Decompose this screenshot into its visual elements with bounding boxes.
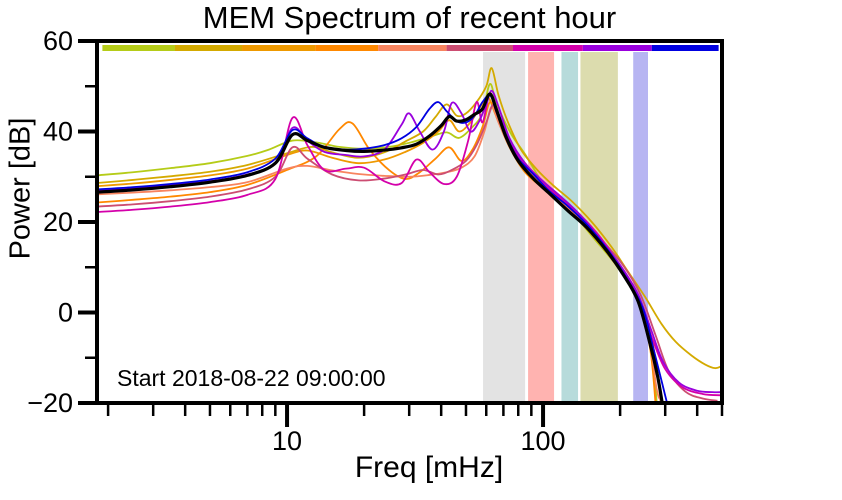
x-axis-label: Freq [mHz] (354, 451, 504, 484)
colorbar-segment-2 (174, 45, 243, 51)
spectrum-line-segment-2 (97, 67, 722, 370)
colorbar-segment-4 (315, 45, 379, 51)
colorbar-segment-7 (512, 45, 583, 51)
band-pink (528, 52, 555, 401)
colorbar-segment-1 (102, 45, 175, 51)
y-tick-label: −20 (27, 388, 73, 418)
y-tick-label: 0 (58, 298, 73, 328)
colorbar-segment-6 (446, 45, 513, 51)
spectrum-line-segment-6 (97, 103, 718, 402)
x-tick-label: 100 (521, 426, 566, 456)
y-tick-label: 60 (43, 26, 73, 56)
spectra-curves (97, 67, 722, 403)
spectrum-line-segment-7 (97, 92, 722, 397)
band-lavender (633, 52, 649, 401)
plot-frame (95, 39, 724, 405)
spectrum-line-segment-8 (97, 89, 722, 394)
colorbar-segment-5 (378, 45, 447, 51)
spectrum-line-segment-1 (97, 83, 658, 403)
band-cyan (561, 52, 579, 401)
start-time-annotation: Start 2018-08-22 09:00:00 (117, 365, 386, 391)
chart-title: MEM Spectrum of recent hour (202, 0, 617, 35)
x-tick-label: 10 (272, 426, 302, 456)
colorbar-segment-9 (651, 45, 719, 51)
colorbar-segment-3 (242, 45, 316, 51)
colorbar-segment-8 (582, 45, 652, 51)
y-tick-label: 20 (43, 207, 73, 237)
spectrum-line-mean-spectrum (97, 92, 664, 403)
y-tick-label: 40 (43, 117, 73, 147)
